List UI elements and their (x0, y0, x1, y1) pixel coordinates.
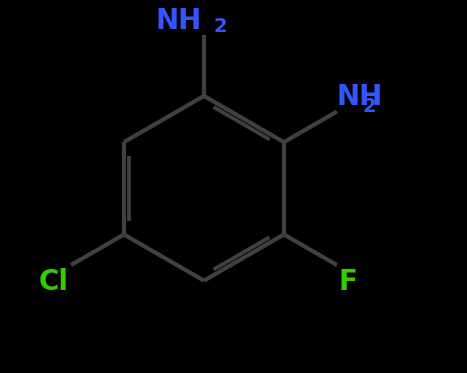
Text: F: F (339, 268, 358, 296)
Text: NH: NH (156, 7, 202, 35)
Text: Cl: Cl (39, 268, 69, 296)
Text: 2: 2 (213, 17, 227, 36)
Text: 2: 2 (363, 97, 376, 116)
Text: NH: NH (337, 83, 383, 111)
